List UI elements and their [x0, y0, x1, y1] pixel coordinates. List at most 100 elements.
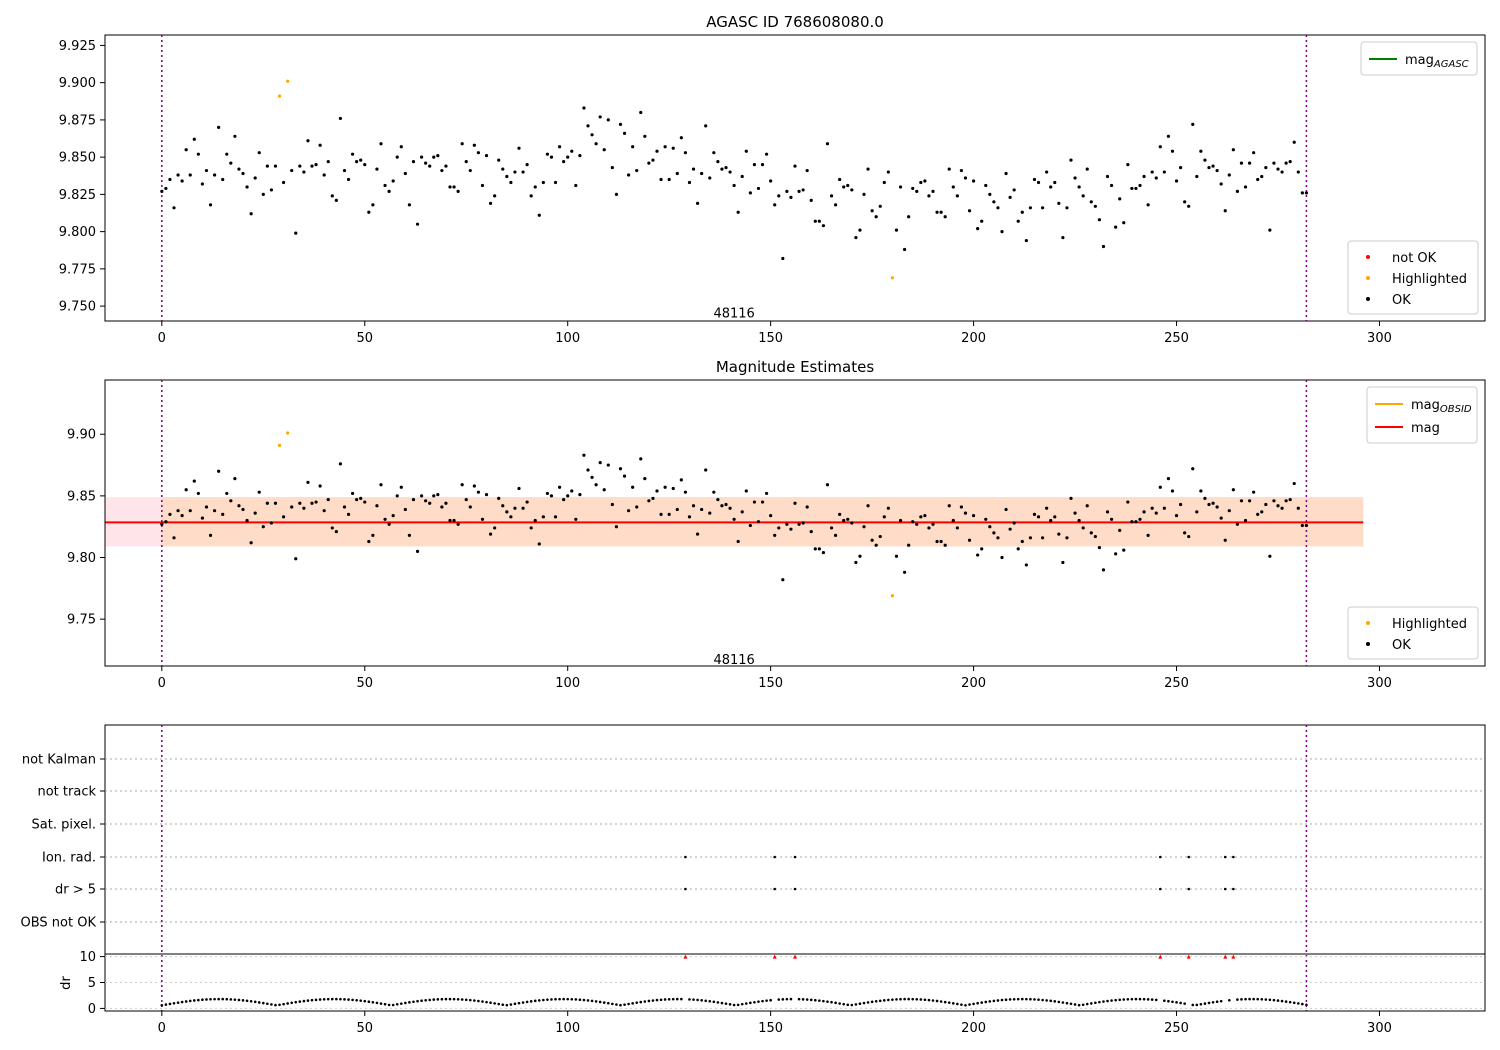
point-ok [963, 511, 968, 515]
point-ok [1061, 235, 1065, 240]
point-ok [501, 167, 505, 171]
point-ok [915, 189, 919, 194]
point-ok [346, 177, 351, 182]
dr-point [529, 1000, 533, 1003]
dr-point [1167, 999, 1170, 1003]
point-ok [984, 183, 988, 188]
point-ok [375, 167, 379, 171]
point-ok [1284, 161, 1288, 165]
dr-point [253, 1000, 257, 1004]
point-ok [168, 177, 172, 182]
dr-point [797, 997, 801, 1001]
point-ok [1191, 122, 1195, 126]
point-ok [391, 514, 395, 518]
point-ok [1227, 173, 1231, 177]
dr-point [452, 997, 456, 1001]
point-ok [509, 515, 513, 519]
point-ok [959, 168, 964, 173]
point-ok [602, 488, 606, 492]
point-ok [927, 526, 931, 530]
point-ok [306, 480, 310, 484]
point-ok [537, 213, 541, 217]
point-highlighted [277, 94, 282, 98]
point-ok [1057, 201, 1061, 205]
dr-point [542, 998, 545, 1002]
dr-point [1085, 1002, 1089, 1006]
point-ok [488, 201, 493, 205]
point-ok [976, 227, 980, 231]
point-ok [460, 483, 464, 487]
dr-point [310, 998, 314, 1002]
point-ok [249, 541, 253, 545]
dr-point [753, 1000, 756, 1004]
dr-point [160, 1004, 164, 1007]
point-ok [1024, 563, 1028, 567]
x-tick-label: 200 [961, 676, 986, 691]
point-ok [1000, 555, 1004, 560]
point-ok [955, 526, 959, 530]
dr-point [1000, 998, 1004, 1002]
dr-point [1264, 998, 1268, 1001]
point-ok [1264, 165, 1268, 170]
point-ok [939, 210, 943, 214]
point-ok [931, 189, 935, 194]
point-ok [716, 160, 720, 164]
legend-point-label: OK [1392, 293, 1411, 308]
point-ok [894, 228, 899, 232]
point-ok [773, 533, 777, 537]
point-ok [1142, 510, 1146, 514]
y-tick-label: 9.800 [59, 225, 96, 240]
dr-point [1094, 1001, 1097, 1005]
point-ok [415, 222, 420, 226]
point-ok [724, 165, 728, 170]
point-ok [785, 522, 789, 526]
dr-point [781, 998, 785, 1001]
point-ok [257, 151, 261, 155]
dr-point [1175, 1001, 1178, 1004]
point-ok [992, 531, 996, 535]
dr-point [537, 999, 541, 1002]
point-ok [1174, 179, 1179, 183]
point-ok [736, 210, 740, 214]
point-ok [517, 146, 521, 150]
point-ok [525, 162, 529, 167]
dr-point [294, 1000, 298, 1004]
dr-point [1292, 1001, 1296, 1005]
point-ok [529, 194, 533, 198]
chart-title: AGASC ID 768608080.0 [706, 13, 884, 31]
dr-point [956, 1002, 959, 1006]
flag-point [1158, 887, 1162, 891]
dr-point [168, 1002, 172, 1006]
point-ok [878, 534, 882, 539]
point-ok [314, 500, 318, 504]
point-ok [237, 167, 241, 171]
point-ok [1239, 161, 1244, 165]
dr-point [428, 998, 432, 1002]
dr-point [1276, 999, 1280, 1002]
point-ok [675, 171, 679, 176]
dr-point [838, 1002, 841, 1005]
point-ok [387, 522, 391, 526]
x-tick-label: 250 [1164, 1021, 1189, 1036]
dr-point [1296, 1002, 1300, 1005]
dr-point [939, 1000, 943, 1003]
point-ok [805, 505, 809, 509]
point-ok [452, 185, 456, 189]
point-ok [419, 494, 424, 498]
point-ok [253, 511, 257, 515]
point-ok [809, 530, 813, 534]
flag-label: Ion. rad. [42, 851, 96, 866]
point-ok [1170, 489, 1175, 493]
dr-red-marker [1158, 954, 1163, 959]
dr-point [460, 998, 464, 1001]
point-ok [334, 198, 338, 202]
point-ok [322, 509, 326, 513]
point-ok [468, 168, 472, 173]
point-ok [383, 517, 387, 521]
point-ok [1114, 225, 1118, 229]
point-ok [578, 493, 582, 497]
point-ok [659, 177, 663, 182]
point-ok [1101, 244, 1106, 249]
point-ok [241, 171, 245, 176]
flags-chart: not Kalman not track Sat. pixel. Ion. rad. d… [21, 724, 1486, 1011]
